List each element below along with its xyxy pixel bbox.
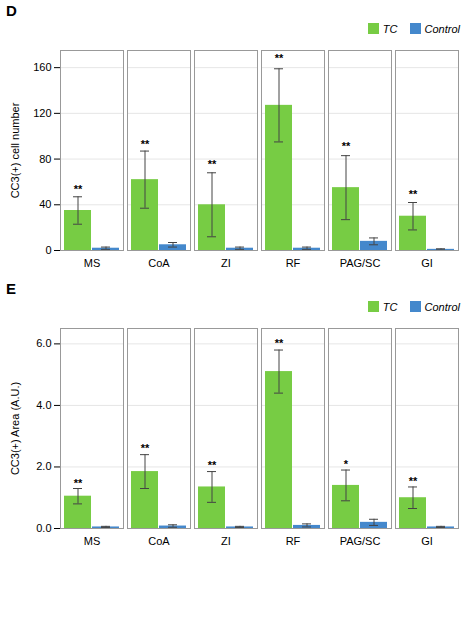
svg-text:ZI: ZI xyxy=(221,257,231,269)
html-text:TC: TC xyxy=(382,23,398,35)
svg-text:GI: GI xyxy=(421,257,433,269)
svg-text:4.0: 4.0 xyxy=(36,399,51,411)
svg-text:GI: GI xyxy=(421,535,433,547)
html-text:Control: Control xyxy=(424,23,460,35)
svg-text:CC3(+) Area (A.U.): CC3(+) Area (A.U.) xyxy=(9,382,21,475)
svg-text:**: ** xyxy=(275,337,284,349)
svg-text:**: ** xyxy=(342,140,351,152)
svg-text:RF: RF xyxy=(286,535,301,547)
svg-text:**: ** xyxy=(74,183,83,195)
svg-text:CoA: CoA xyxy=(148,257,170,269)
svg-text:**: ** xyxy=(409,475,418,487)
svg-text:RF: RF xyxy=(286,257,301,269)
svg-text:MS: MS xyxy=(84,257,101,269)
svg-text:80: 80 xyxy=(39,153,51,165)
svg-text:0: 0 xyxy=(45,244,51,256)
svg-text:2.0: 2.0 xyxy=(36,460,51,472)
svg-text:ZI: ZI xyxy=(221,535,231,547)
html-text:D: D xyxy=(6,2,17,19)
svg-text:160: 160 xyxy=(33,61,51,73)
svg-text:**: ** xyxy=(208,459,217,471)
html-text:TC: TC xyxy=(382,301,398,313)
svg-text:**: ** xyxy=(275,52,284,64)
svg-text:40: 40 xyxy=(39,198,51,210)
svg-text:**: ** xyxy=(141,138,150,150)
svg-text:0.0: 0.0 xyxy=(36,522,51,534)
svg-text:PAG/SC: PAG/SC xyxy=(340,257,381,269)
svg-text:6.0: 6.0 xyxy=(36,337,51,349)
svg-text:*: * xyxy=(344,458,349,470)
svg-text:**: ** xyxy=(74,477,83,489)
svg-text:**: ** xyxy=(141,442,150,454)
html-text:E: E xyxy=(6,280,16,297)
svg-text:MS: MS xyxy=(84,535,101,547)
svg-text:120: 120 xyxy=(33,107,51,119)
svg-text:**: ** xyxy=(409,188,418,200)
html-text:Control: Control xyxy=(424,301,460,313)
svg-text:CC3(+) cell number: CC3(+) cell number xyxy=(9,102,21,198)
svg-text:PAG/SC: PAG/SC xyxy=(340,535,381,547)
svg-text:**: ** xyxy=(208,158,217,170)
svg-text:CoA: CoA xyxy=(148,535,170,547)
